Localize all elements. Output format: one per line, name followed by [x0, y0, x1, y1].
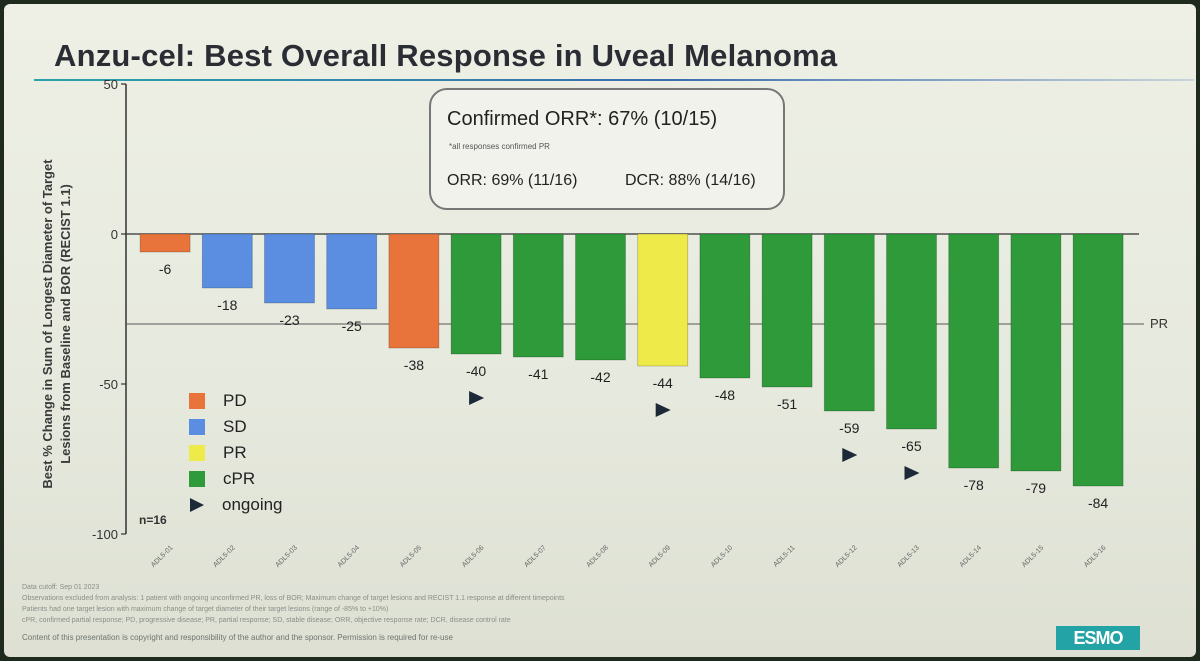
legend-label-sd: SD [223, 417, 247, 436]
orr-text: ORR: 69% (11/16) [447, 172, 578, 189]
x-tick-label: ADL5-13 [896, 544, 921, 569]
bar [512, 233, 564, 358]
bar [823, 233, 875, 412]
y-tick-label: -100 [92, 527, 118, 542]
copyright-notice: Content of this presentation is copyrigh… [22, 633, 453, 642]
footnote-2: Observations excluded from analysis: 1 p… [22, 595, 565, 602]
footnote-3: Patients had one target lesion with maxi… [22, 606, 389, 613]
title-divider [34, 79, 1194, 81]
bar-value-label: -48 [715, 387, 735, 403]
footnotes: Data cutoff: Sep 01 2023 Observations ex… [22, 582, 1032, 643]
legend-label-ongoing: ongoing [222, 495, 283, 514]
esmo-logo: ESMO [1056, 626, 1140, 650]
bar-value-label: -41 [528, 366, 548, 382]
sample-size-label: n=16 [139, 513, 167, 527]
bar [948, 233, 1000, 469]
bar-value-label: -78 [964, 477, 984, 493]
bar [1072, 233, 1124, 487]
pr-threshold-label: PR [1150, 316, 1168, 331]
legend-label-cpr: cPR [223, 469, 256, 488]
ongoing-marker-icon [842, 448, 858, 462]
x-tick-label: ADL5-14 [959, 544, 984, 569]
ongoing-marker-icon [655, 403, 671, 417]
legend-item-ongoing: ongoing [189, 492, 283, 518]
confirmed-orr-text: Confirmed ORR*: 67% (10/15) [447, 108, 718, 130]
x-tick-label: ADL5-05 [399, 544, 424, 569]
legend-swatch-cpr [189, 471, 205, 487]
bar-value-label: -51 [777, 396, 797, 412]
bar-value-label: -59 [839, 420, 859, 436]
x-tick-label: ADL5-08 [585, 544, 610, 569]
bar-value-label: -84 [1088, 495, 1108, 511]
x-tick-label: ADL5-10 [710, 544, 735, 569]
x-tick-label: ADL5-15 [1021, 544, 1046, 569]
bar [575, 233, 626, 361]
x-tick-label: ADL5-03 [274, 544, 299, 569]
x-tick-label: ADL5-04 [337, 544, 362, 569]
x-tick-label: ADL5-01 [150, 544, 175, 569]
y-axis-label-line2: Lesions from Baseline and BOR (RECIST 1.… [58, 184, 73, 464]
y-tick-label: 0 [111, 227, 118, 242]
legend-label-pd: PD [223, 391, 247, 410]
x-tick-label: ADL5-12 [834, 544, 859, 569]
bar-value-label: -23 [279, 312, 299, 328]
legend-swatch-pr [189, 445, 205, 461]
legend-item-sd: SD [189, 414, 283, 440]
legend-item-pr: PR [189, 440, 283, 466]
bar-value-label: -18 [217, 297, 237, 313]
x-tick-label: ADL5-11 [772, 544, 796, 568]
x-tick-label: ADL5-06 [461, 544, 486, 569]
bar-value-label: -6 [159, 261, 172, 277]
slide: Anzu-cel: Best Overall Response in Uveal… [4, 4, 1196, 657]
bar [886, 233, 937, 430]
bar-value-label: -25 [342, 318, 362, 334]
bar-value-label: -79 [1026, 480, 1046, 496]
bar [1010, 233, 1062, 472]
bar [264, 233, 315, 304]
x-tick-label: ADL5-16 [1083, 544, 1108, 569]
legend-label-pr: PR [223, 443, 247, 462]
bar-value-label: -44 [653, 375, 673, 391]
footnote-1: Data cutoff: Sep 01 2023 [22, 584, 100, 591]
bar [761, 233, 813, 388]
y-axis-label: Best % Change in Sum of Longest Diameter… [22, 114, 92, 534]
legend-item-cpr: cPR [189, 466, 283, 492]
x-tick-label: ADL5-07 [523, 544, 548, 569]
x-tick-label: ADL5-09 [648, 544, 673, 569]
bar-value-label: -65 [901, 438, 921, 454]
footnote-4: cPR, confirmed partial response; PD, pro… [22, 617, 511, 624]
bar [450, 233, 502, 355]
legend-swatch-sd [189, 419, 205, 435]
chart-legend: PD SD PR cPR ongoing [189, 388, 283, 518]
bar-value-label: -40 [466, 363, 486, 379]
waterfall-chart: 50 0 -50 -100 PR -6 ADL5-01 -18 ADL5-02 -23 ADL5-0… [92, 77, 1168, 569]
y-axis-label-line1: Best % Change in Sum of Longest Diameter… [40, 159, 55, 489]
bar [201, 233, 253, 289]
slide-title: Anzu-cel: Best Overall Response in Uveal… [54, 38, 838, 73]
y-tick-label: -50 [99, 377, 118, 392]
bar [388, 233, 440, 349]
callout-footnote: *all responses confirmed PR [449, 142, 550, 151]
x-tick-label: ADL5-02 [212, 544, 237, 569]
bar-value-label: -42 [590, 369, 610, 385]
right-triangle-icon [190, 498, 204, 512]
legend-swatch-pd [189, 393, 205, 409]
bar [699, 233, 751, 379]
dcr-text: DCR: 88% (14/16) [625, 172, 756, 189]
y-tick-label: 50 [104, 77, 118, 92]
ongoing-marker-icon [904, 466, 920, 480]
bar [139, 233, 191, 253]
ongoing-marker-icon [469, 391, 485, 405]
response-rate-callout: Confirmed ORR*: 67% (10/15) *all respons… [429, 88, 785, 210]
bar-value-label: -38 [404, 357, 424, 373]
legend-item-pd: PD [189, 388, 283, 414]
bar [326, 233, 378, 310]
bar [637, 233, 689, 367]
